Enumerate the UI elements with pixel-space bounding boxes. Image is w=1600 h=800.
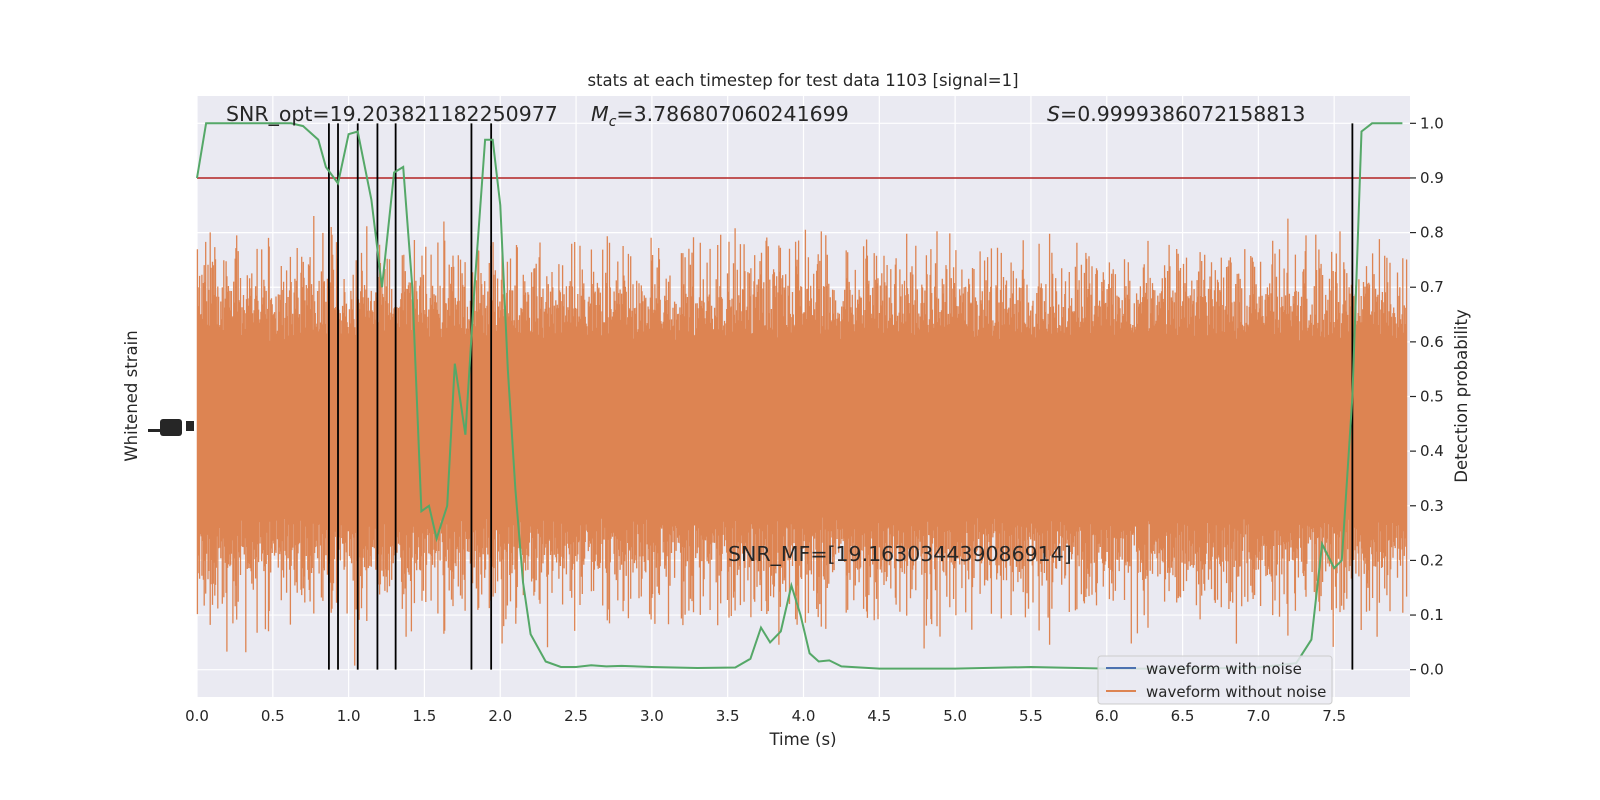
y-tick-label: 0.4 — [1420, 442, 1444, 460]
x-tick-label: 1.5 — [413, 707, 437, 725]
y-tick-label: 0.5 — [1420, 388, 1444, 406]
x-tick-label: 5.5 — [1019, 707, 1043, 725]
x-tick-label: 6.0 — [1095, 707, 1119, 725]
y-tick-label: 1.0 — [1420, 114, 1444, 132]
y-tick-label: 0.8 — [1420, 224, 1444, 242]
left-y-axis-label: Whitened strain — [122, 330, 141, 461]
chart-title: stats at each timestep for test data 110… — [587, 71, 1018, 90]
x-axis-ticks: 0.0 0.5 1.0 1.5 2.0 2.5 3.0 3.5 4.0 4.5 5.0 5.5 6.0 6… — [185, 707, 1346, 725]
snr-mf-annotation: SNR_MF=[19.163034439086914] — [728, 542, 1072, 567]
y-tick-label: 0.9 — [1420, 169, 1444, 187]
x-axis-label: Time (s) — [768, 730, 836, 749]
x-tick-label: 2.0 — [488, 707, 512, 725]
x-tick-label: 3.5 — [716, 707, 740, 725]
x-tick-label: 5.0 — [943, 707, 967, 725]
right-y-axis-label: Detection probability — [1452, 309, 1471, 483]
y-tick-label: 0.7 — [1420, 278, 1444, 296]
x-tick-label: 4.0 — [792, 707, 816, 725]
snr-opt-annotation: SNR_opt=19.203821182250977 — [226, 102, 558, 127]
x-tick-label: 6.5 — [1171, 707, 1195, 725]
mc-subscript: c — [609, 114, 617, 130]
x-tick-label: 0.5 — [261, 707, 285, 725]
legend-label-with-noise: waveform with noise — [1146, 660, 1302, 678]
mc-annotation: Mc=3.786807060241699 — [591, 102, 849, 130]
legend: waveform with noise waveform without noi… — [1097, 655, 1333, 705]
y-tick-label: 0.2 — [1420, 551, 1444, 569]
x-tick-label: 2.5 — [564, 707, 588, 725]
y-tick-label: 0.6 — [1420, 333, 1444, 351]
y-tick-label: 0.0 — [1420, 661, 1444, 679]
y-tick-label: 0.1 — [1420, 606, 1444, 624]
legend-label-without-noise: waveform without noise — [1146, 683, 1326, 701]
x-tick-label: 0.0 — [185, 707, 209, 725]
s-annotation: S=0.9999386072158813 — [1047, 102, 1305, 126]
x-tick-label: 7.0 — [1246, 707, 1270, 725]
x-tick-label: 1.0 — [337, 707, 361, 725]
mc-symbol: M — [591, 102, 609, 126]
x-tick-label: 7.5 — [1322, 707, 1346, 725]
left-axis-tick-cluster — [148, 419, 194, 436]
s-value: =0.9999386072158813 — [1060, 102, 1305, 126]
y-tick-label: 0.3 — [1420, 497, 1444, 515]
s-symbol: S — [1047, 102, 1060, 126]
legend-box — [1097, 655, 1333, 705]
mc-value: =3.786807060241699 — [616, 102, 848, 126]
right-y-axis-ticks: 0.0 0.1 0.2 0.3 0.4 0.5 0.6 0.7 0.8 0.9 1.0 — [1410, 114, 1444, 679]
x-tick-label: 3.0 — [640, 707, 664, 725]
detection-lines — [328, 123, 1354, 670]
x-tick-label: 4.5 — [867, 707, 891, 725]
